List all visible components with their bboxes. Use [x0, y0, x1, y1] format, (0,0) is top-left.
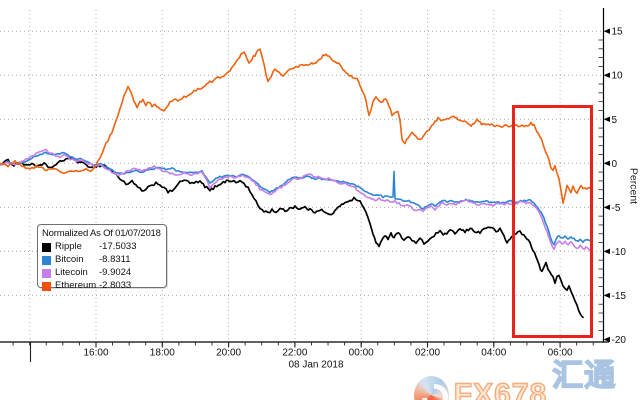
legend-series-name: Bitcoin	[55, 253, 84, 265]
y-major-tick-arrow	[603, 72, 610, 78]
legend-item-ethereum: Ethereum -2.8033	[42, 280, 162, 293]
legend-title: Normalized As Of 01/07/2018	[42, 228, 161, 239]
y-tick-label: 15	[612, 27, 624, 38]
x-tick-label: 22:00	[282, 348, 307, 359]
x-tick-label: 20:00	[216, 348, 241, 359]
x-axis-date-label: 08 Jan 2018	[288, 360, 343, 371]
x-axis-labels: 16:00 18:00 20:00 22:00 00:00 02:00 04:00 06:00…	[83, 348, 573, 371]
x-axis-ticks	[12, 342, 594, 362]
y-tick-label: 0	[612, 159, 618, 170]
bitcoin-color-swatch	[42, 255, 51, 265]
x-tick-label: 16:00	[83, 348, 108, 359]
y-axis-ticks	[598, 39, 604, 332]
x-tick-label: 04:00	[481, 348, 506, 359]
legend-series-value: -2.8033	[99, 279, 132, 291]
y-axis-title: Percent	[628, 168, 640, 204]
y-tick-label: 5	[612, 115, 618, 126]
legend-series-name: Litecoin	[55, 266, 88, 278]
x-tick-label: 00:00	[349, 348, 374, 359]
ripple-color-swatch	[42, 242, 51, 252]
y-tick-label: 10	[612, 71, 624, 82]
legend-item-bitcoin: Bitcoin -8.8311	[42, 254, 162, 267]
y-tick-label: -20	[612, 335, 627, 346]
x-tick-label: 06:00	[548, 348, 573, 359]
legend-box: Normalized As Of 01/07/2018 Ripple -17.50…	[37, 224, 167, 291]
legend-series-value: -8.8311	[99, 253, 131, 265]
y-axis-labels: 15 10 5 0 -5 -10 -15 -20 Percent	[603, 27, 640, 346]
litecoin-color-swatch	[42, 268, 51, 278]
series-line-ethereum	[0, 48, 591, 204]
legend-series-value: -17.5033	[99, 240, 137, 252]
highlight-box	[512, 105, 593, 338]
y-major-tick-arrow	[603, 204, 610, 211]
y-major-tick-arrow	[603, 160, 610, 166]
legend-series-name: Ripple	[55, 240, 82, 252]
legend-item-ripple: Ripple -17.5033	[42, 241, 162, 254]
y-major-tick-arrow	[603, 248, 610, 255]
ethereum-color-swatch	[42, 281, 51, 291]
y-major-tick-arrow	[603, 116, 610, 122]
x-tick-label: 18:00	[150, 348, 175, 359]
series-line-litecoin	[0, 148, 591, 252]
y-tick-label: -10	[612, 247, 627, 258]
y-tick-label: -15	[612, 291, 627, 302]
y-major-tick-arrow	[603, 292, 610, 299]
legend-rows: Ripple -17.5033 Bitcoin -8.8311 Litecoin -9.9…	[42, 241, 162, 293]
series-line-ripple	[0, 157, 584, 319]
y-major-tick-arrow	[603, 28, 610, 34]
y-major-tick-arrow	[603, 336, 610, 343]
legend-item-litecoin: Litecoin -9.9024	[42, 267, 162, 280]
x-tick-label: 02:00	[415, 348, 440, 359]
y-tick-label: -5	[612, 203, 621, 214]
legend-series-value: -9.9024	[99, 266, 132, 278]
legend-series-name: Ethereum	[55, 279, 97, 291]
